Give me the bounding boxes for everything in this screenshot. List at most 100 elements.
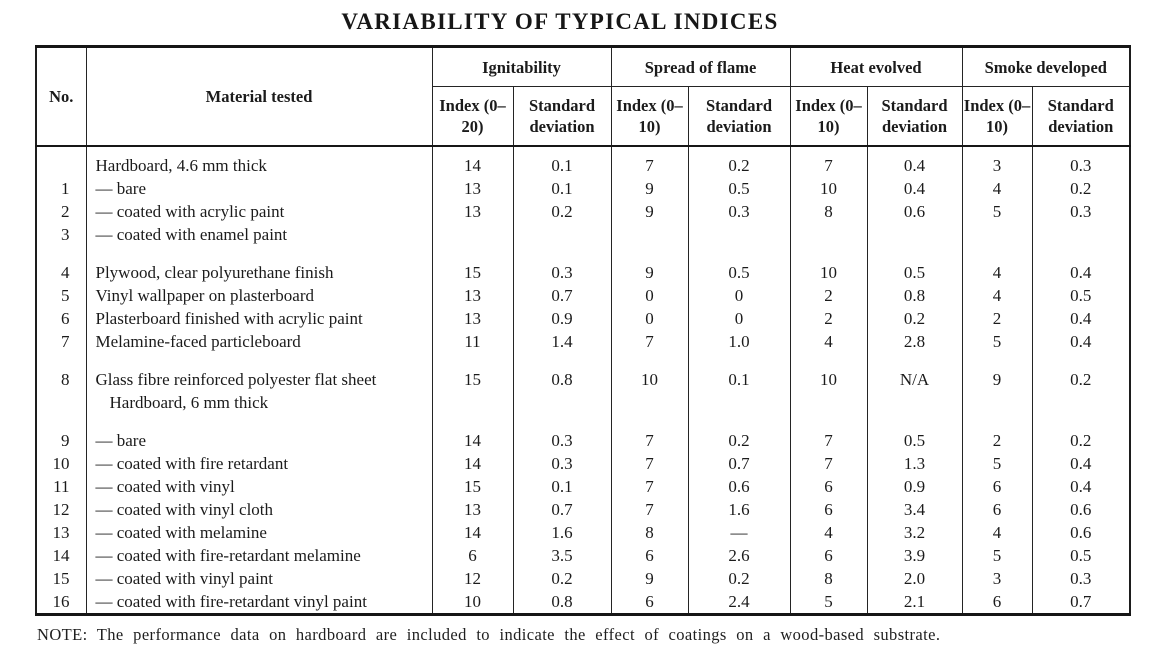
row-number-cell: 14 <box>35 544 86 567</box>
value-cell: 2.6 <box>687 544 791 567</box>
section-gap <box>35 414 1131 429</box>
value-cell: 0.8 <box>512 590 612 615</box>
value-cell: 0.9 <box>512 307 612 330</box>
value-cell <box>866 223 963 246</box>
gap-cell <box>512 246 612 261</box>
value-cell: 0.1 <box>512 177 612 200</box>
material-cell: Plasterboard finished with acrylic paint <box>85 307 432 330</box>
value-cell: 2.8 <box>866 330 963 353</box>
value-cell: 6 <box>961 590 1033 615</box>
gap-cell <box>35 414 86 429</box>
value-cell: 6 <box>789 475 868 498</box>
value-cell: 0.8 <box>866 284 963 307</box>
value-cell: 12 <box>431 567 513 590</box>
material-cell: — bare <box>85 429 432 452</box>
value-cell: 7 <box>610 330 689 353</box>
value-cell: 0.7 <box>1031 590 1131 615</box>
value-cell: 0.1 <box>687 368 791 414</box>
value-cell: 4 <box>961 521 1033 544</box>
material-name: Glass fibre reinforced polyester flat sh… <box>95 370 377 389</box>
material-name: — coated with vinyl paint <box>95 569 274 588</box>
group-header-heat-evolved: Heat evolved <box>789 46 963 87</box>
value-cell: 2 <box>961 307 1033 330</box>
table-row: 9— bare 14 0.3 7 0.2 7 0.5 2 0.2 <box>35 429 1131 452</box>
table-row: 15— coated with vinyl paint 12 0.2 9 0.2 8 2.0… <box>35 567 1131 590</box>
value-cell: 0.5 <box>1031 284 1131 307</box>
table-row: 2— coated with acrylic paint 13 0.2 9 0.3 8 0.… <box>35 200 1131 223</box>
table-row: Hardboard, 4.6 mm thick 14 0.1 7 0.2 7 0.4 3 0.3 <box>35 146 1131 177</box>
value-cell: 0.2 <box>687 567 791 590</box>
material-name: — coated with vinyl cloth <box>95 500 274 519</box>
gap-cell <box>431 246 513 261</box>
group-header-row: No. Material tested Ignitability Spread … <box>35 46 1131 147</box>
value-cell: 0.5 <box>687 177 791 200</box>
value-cell: 0.1 <box>512 146 612 177</box>
value-cell: 0.5 <box>1031 544 1131 567</box>
col-header-heat-index: Index (0–10) <box>789 86 868 147</box>
value-cell: 9 <box>961 368 1033 414</box>
value-cell: 4 <box>789 330 868 353</box>
material-name: — coated with fire-retardant melamine <box>95 546 361 565</box>
table-row: 3 — coated with enamel paint <box>35 223 1131 246</box>
gap-cell <box>85 246 432 261</box>
value-cell: 0.2 <box>687 429 791 452</box>
value-cell: 2.1 <box>866 590 963 615</box>
value-cell: 5 <box>961 452 1033 475</box>
col-header-material: Material tested <box>85 46 432 147</box>
gap-cell <box>789 246 868 261</box>
value-cell: 3.2 <box>866 521 963 544</box>
value-cell: 15 <box>431 475 513 498</box>
value-cell: 1.4 <box>512 330 612 353</box>
value-cell: 1.6 <box>512 521 612 544</box>
material-cell: — coated with enamel paint <box>85 223 432 246</box>
value-cell: 6 <box>789 544 868 567</box>
value-cell: 13 <box>431 200 513 223</box>
value-cell: 0.5 <box>687 261 791 284</box>
value-cell: 5 <box>961 544 1033 567</box>
value-cell: 14 <box>431 429 513 452</box>
value-cell: 3 <box>961 146 1033 177</box>
row-number-cell: 7 <box>35 330 86 353</box>
row-number-cell: 4 <box>35 261 86 284</box>
gap-cell <box>431 353 513 368</box>
material-cell: Plywood, clear polyurethane finish <box>85 261 432 284</box>
value-cell: 0.3 <box>1031 567 1131 590</box>
row-number-cell: 11 <box>35 475 86 498</box>
value-cell: 4 <box>961 177 1033 200</box>
material-cell: — coated with melamine <box>85 521 432 544</box>
value-cell: 15 <box>431 261 513 284</box>
value-cell: 0.4 <box>866 146 963 177</box>
value-cell: 14 <box>431 452 513 475</box>
indices-table: No. Material tested Ignitability Spread … <box>35 45 1132 616</box>
value-cell: 4 <box>961 261 1033 284</box>
table-row: 13— coated with melamine 14 1.6 8—4 3.2 4 0.6 <box>35 521 1131 544</box>
row-number-cell: 1 <box>35 177 86 200</box>
value-cell: 7 <box>789 146 868 177</box>
value-cell: 0.4 <box>1031 261 1131 284</box>
gap-cell <box>961 414 1033 429</box>
col-header-flame-index: Index (0–10) <box>610 86 689 147</box>
value-cell: 0.2 <box>1031 368 1131 414</box>
value-cell: 3.9 <box>866 544 963 567</box>
material-name: — coated with vinyl <box>95 477 235 496</box>
gap-cell <box>1031 414 1131 429</box>
value-cell: 3.5 <box>512 544 612 567</box>
value-cell: 2 <box>961 429 1033 452</box>
value-cell: 2 <box>789 284 868 307</box>
material-cell: — coated with vinyl cloth <box>85 498 432 521</box>
material-name: — coated with acrylic paint <box>95 202 285 221</box>
gap-cell <box>687 246 791 261</box>
gap-cell <box>610 353 689 368</box>
material-name: — bare <box>95 431 147 450</box>
value-cell: 6 <box>961 475 1033 498</box>
value-cell <box>961 223 1033 246</box>
value-cell: 9 <box>610 567 689 590</box>
col-header-smoke-index: Index (0–10) <box>961 86 1033 147</box>
gap-cell <box>85 353 432 368</box>
value-cell: 15 <box>431 368 513 414</box>
value-cell: 0.3 <box>1031 146 1131 177</box>
gap-cell <box>687 353 791 368</box>
value-cell <box>610 223 689 246</box>
gap-cell <box>35 353 86 368</box>
material-name: Plasterboard finished with acrylic paint <box>95 309 363 328</box>
